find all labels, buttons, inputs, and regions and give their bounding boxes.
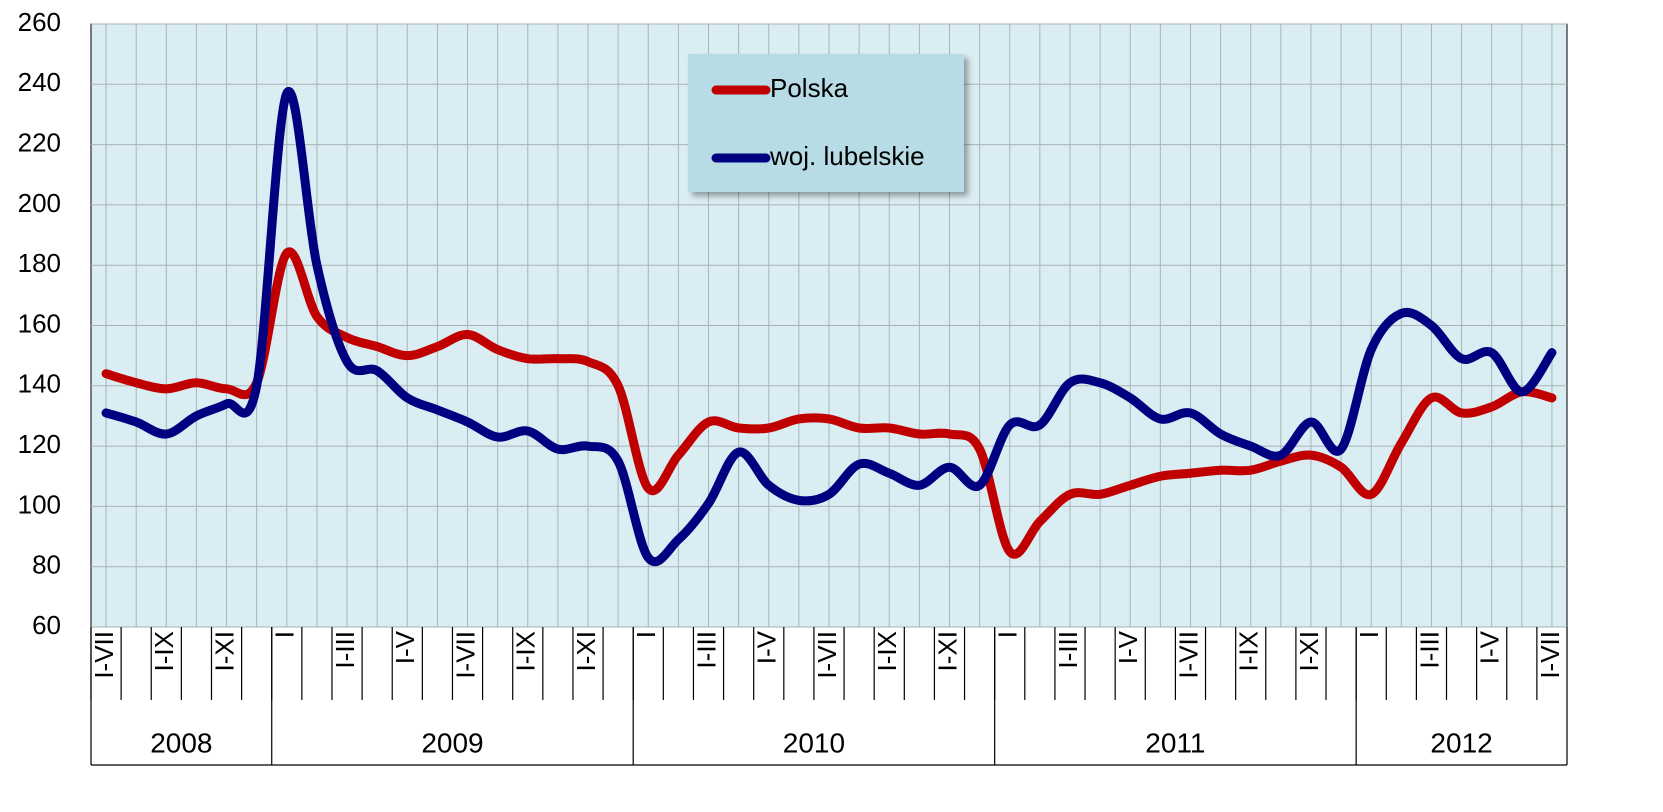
y-tick-label: 60 [32, 610, 61, 640]
y-tick-label: 140 [18, 369, 61, 399]
y-tick-label: 100 [18, 489, 61, 519]
x-tick-label: I-IX [511, 631, 541, 671]
x-tick-label: I-VII [1173, 631, 1203, 679]
legend-label: Polska [770, 73, 849, 103]
y-tick-label: 200 [18, 188, 61, 218]
x-tick-label: I-XI [1294, 631, 1324, 671]
x-tick-label: I [1354, 631, 1384, 638]
y-tick-label: 220 [18, 127, 61, 157]
x-tick-label: I-III [330, 631, 360, 669]
x-tick-label: I-VII [450, 631, 480, 679]
x-tick-label: I-XI [932, 631, 962, 671]
x-group-label: 2012 [1430, 727, 1492, 758]
x-tick-label: I-IX [872, 631, 902, 671]
legend [688, 54, 964, 192]
x-tick-label: I-V [1475, 630, 1505, 664]
x-tick-label: I-VII [89, 631, 119, 679]
line-series [101, 86, 1557, 567]
x-tick-label: I-IX [149, 631, 179, 671]
x-tick-label: I-IX [1234, 631, 1264, 671]
x-tick-label: I-III [1053, 631, 1083, 669]
y-tick-label: 80 [32, 550, 61, 580]
x-tick-label: I-VII [1535, 631, 1565, 679]
x-tick-label: I-V [752, 630, 782, 664]
x-tick-label: I-III [691, 631, 721, 669]
y-tick-label: 160 [18, 308, 61, 338]
x-group-label: 2008 [150, 727, 212, 758]
x-group-label: 2011 [1145, 727, 1205, 758]
x-group-label: 2009 [421, 727, 483, 758]
x-tick-label: I-XI [571, 631, 601, 671]
x-tick-label: I [631, 631, 661, 638]
x-tick-label: I-VII [812, 631, 842, 679]
y-tick-label: 180 [18, 248, 61, 278]
x-tick-label: I-V [1113, 630, 1143, 664]
x-tick-label: I-V [390, 630, 420, 664]
x-tick-label: I [993, 631, 1023, 638]
x-group-label: 2010 [783, 727, 845, 758]
y-tick-label: 120 [18, 429, 61, 459]
legend-label: woj. lubelskie [769, 141, 925, 171]
x-tick-label: I-III [1414, 631, 1444, 669]
y-tick-label: 260 [18, 7, 61, 37]
x-tick-label: I-XI [209, 631, 239, 671]
y-tick-label: 240 [18, 67, 61, 97]
x-tick-label: I [270, 631, 300, 638]
